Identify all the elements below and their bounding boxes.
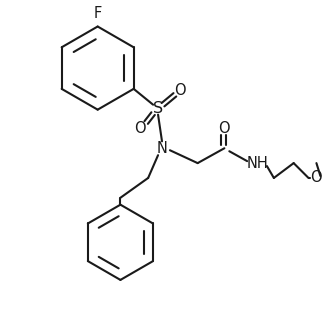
Text: O: O: [218, 121, 230, 136]
Text: N: N: [157, 141, 167, 156]
Text: F: F: [94, 6, 102, 21]
Text: O: O: [311, 170, 322, 185]
Text: O: O: [174, 83, 186, 98]
Text: S: S: [153, 101, 163, 116]
Text: NH: NH: [246, 156, 268, 171]
Text: O: O: [135, 121, 146, 136]
